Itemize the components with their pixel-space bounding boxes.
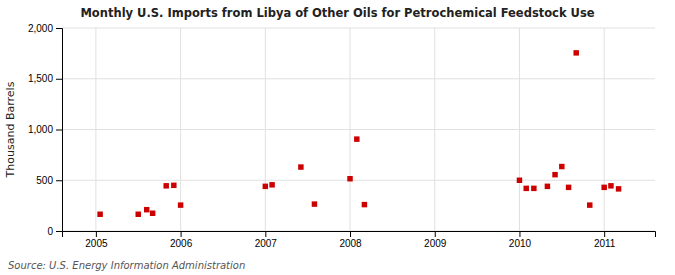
y-axis-line (56, 29, 63, 232)
x-tick-mark (265, 231, 266, 237)
x-tick: 2007 (255, 231, 278, 249)
x-tick-label: 2010 (509, 238, 532, 249)
point (545, 184, 550, 189)
point (566, 185, 571, 190)
x-tick-label: 2008 (339, 238, 362, 249)
x-tick-label: 2011 (594, 238, 616, 249)
point (559, 164, 564, 169)
point (178, 202, 183, 207)
grid-line-x (604, 28, 605, 231)
point (163, 183, 168, 188)
point (601, 185, 606, 190)
y-tick: 1,000 (28, 124, 62, 135)
point (608, 183, 613, 188)
x-tick-mark (350, 231, 351, 237)
x-tick-mark (96, 231, 97, 237)
x-tick-mark (604, 231, 605, 237)
grid-line-x (95, 28, 96, 231)
y-tick-label: 2,000 (28, 23, 53, 34)
point (354, 136, 359, 141)
grid-line-y (62, 129, 655, 130)
chart: 2005 2006 2007 2008 2009 2010 2011 0 500 1,000 1,5… (0, 0, 675, 275)
annotation: Source: U.S. Energy Information Administ… (8, 260, 245, 271)
point (97, 212, 102, 217)
point (136, 212, 141, 217)
y-tick: 2,000 (28, 23, 62, 34)
x-tick-label: 2006 (170, 238, 193, 249)
grid-line-y (62, 28, 655, 29)
point (362, 202, 367, 207)
y-tick-label: 0 (47, 226, 53, 237)
grid-line-x (519, 28, 520, 231)
title: Monthly U.S. Imports from Libya of Other… (80, 6, 594, 20)
y-tick-label: 1,500 (28, 73, 53, 84)
point (298, 164, 303, 169)
x-tick: 2006 (170, 231, 193, 249)
x-tick-mark (435, 231, 436, 237)
point (587, 202, 592, 207)
point (144, 207, 149, 212)
plot-area: 2005 2006 2007 2008 2009 2010 2011 0 500 1,000 1,5… (28, 23, 656, 249)
y-tick-mark (56, 79, 62, 80)
y-tick-label: 1,000 (28, 124, 53, 135)
grid-line-x (180, 28, 181, 231)
point (531, 186, 536, 191)
x-tick-label: 2009 (424, 238, 447, 249)
y-tick-mark (56, 28, 62, 29)
grid-line-x (350, 28, 351, 231)
y-tick-label: 500 (36, 175, 53, 186)
y-axis: 0 500 1,000 1,500 2,000 (28, 23, 63, 237)
x-tick-label: 2005 (85, 238, 108, 249)
point (523, 186, 528, 191)
y-tick-mark (56, 130, 62, 131)
x-axis-line (63, 232, 656, 238)
x-tick: 2009 (424, 231, 447, 249)
grid-line-x (265, 28, 266, 231)
grid (62, 28, 655, 231)
y-tick-mark (56, 180, 62, 181)
x-axis: 2005 2006 2007 2008 2009 2010 2011 (63, 231, 656, 249)
x-tick: 2008 (339, 231, 362, 249)
y-axis-title: Thousand Barrels (4, 81, 17, 178)
x-tick: 2010 (509, 231, 532, 249)
x-tick: 2005 (85, 231, 108, 249)
x-tick-label: 2007 (255, 238, 278, 249)
grid-line-y (62, 78, 655, 79)
point (616, 186, 621, 191)
point (263, 184, 268, 189)
point (347, 176, 352, 181)
point (171, 183, 176, 188)
point (517, 178, 522, 183)
y-tick: 1,500 (28, 73, 62, 84)
point (312, 201, 317, 206)
y-tick: 0 (47, 226, 62, 237)
y-tick-mark (56, 231, 62, 232)
x-tick-mark (519, 231, 520, 237)
points (97, 50, 621, 217)
grid-line-y (62, 180, 655, 181)
point (552, 172, 557, 177)
y-tick: 500 (36, 175, 62, 186)
x-tick: 2011 (594, 231, 616, 249)
point (150, 210, 155, 215)
point (269, 182, 274, 187)
point (573, 50, 578, 55)
grid-line-x (434, 28, 435, 231)
x-tick-mark (181, 231, 182, 237)
